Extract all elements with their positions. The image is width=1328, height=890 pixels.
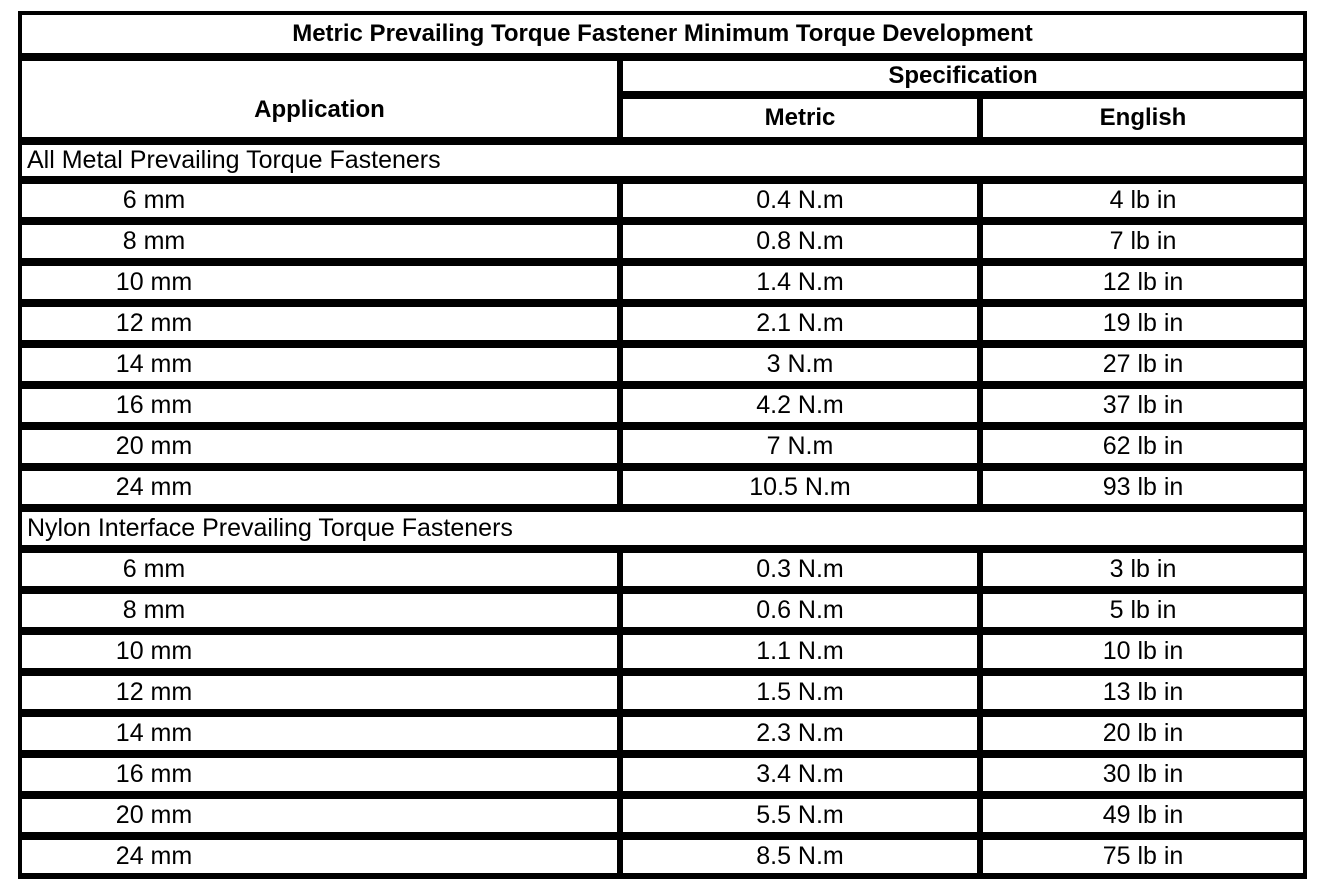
size-label: 12 mm xyxy=(115,309,193,337)
size-cell: 8 mm xyxy=(22,594,617,627)
size-label: 12 mm xyxy=(115,678,193,706)
size-cell: 20 mm xyxy=(22,799,617,832)
metric-value-cell: 1.1 N.m xyxy=(623,635,977,668)
column-header-metric: Metric xyxy=(623,99,977,137)
english-value-cell: 7 lb in xyxy=(983,225,1303,258)
metric-value-cell: 1.5 N.m xyxy=(623,676,977,709)
metric-value-cell: 7 N.m xyxy=(623,430,977,463)
size-cell: 14 mm xyxy=(22,717,617,750)
english-value-cell: 93 lb in xyxy=(983,471,1303,504)
metric-value-cell: 0.3 N.m xyxy=(623,553,977,586)
size-label: 10 mm xyxy=(115,268,193,296)
size-label: 14 mm xyxy=(115,350,193,378)
metric-value-cell: 0.6 N.m xyxy=(623,594,977,627)
english-value-cell: 19 lb in xyxy=(983,307,1303,340)
column-header-application: Application xyxy=(22,61,617,137)
english-value-cell: 4 lb in xyxy=(983,184,1303,217)
metric-value-cell: 3 N.m xyxy=(623,348,977,381)
size-label: 8 mm xyxy=(122,596,186,624)
size-cell: 6 mm xyxy=(22,553,617,586)
metric-value-cell: 2.3 N.m xyxy=(623,717,977,750)
size-label: 14 mm xyxy=(115,719,193,747)
size-cell: 6 mm xyxy=(22,184,617,217)
metric-value-cell: 2.1 N.m xyxy=(623,307,977,340)
english-value-cell: 75 lb in xyxy=(983,840,1303,873)
size-cell: 16 mm xyxy=(22,389,617,422)
size-cell: 10 mm xyxy=(22,635,617,668)
section-header-nylon-interface: Nylon Interface Prevailing Torque Fasten… xyxy=(22,512,1303,545)
size-label: 8 mm xyxy=(122,227,186,255)
english-value-cell: 62 lb in xyxy=(983,430,1303,463)
metric-value-cell: 10.5 N.m xyxy=(623,471,977,504)
english-value-cell: 12 lb in xyxy=(983,266,1303,299)
section-header-all-metal: All Metal Prevailing Torque Fasteners xyxy=(22,145,1303,176)
metric-value-cell: 5.5 N.m xyxy=(623,799,977,832)
english-value-cell: 37 lb in xyxy=(983,389,1303,422)
size-cell: 14 mm xyxy=(22,348,617,381)
metric-value-cell: 3.4 N.m xyxy=(623,758,977,791)
metric-value-cell: 8.5 N.m xyxy=(623,840,977,873)
english-value-cell: 20 lb in xyxy=(983,717,1303,750)
size-label: 24 mm xyxy=(115,473,193,501)
english-value-cell: 3 lb in xyxy=(983,553,1303,586)
english-value-cell: 49 lb in xyxy=(983,799,1303,832)
size-cell: 20 mm xyxy=(22,430,617,463)
english-value-cell: 13 lb in xyxy=(983,676,1303,709)
size-label: 20 mm xyxy=(115,801,193,829)
column-header-english: English xyxy=(983,99,1303,137)
table-title: Metric Prevailing Torque Fastener Minimu… xyxy=(22,15,1303,53)
size-label: 24 mm xyxy=(115,842,193,870)
size-cell: 8 mm xyxy=(22,225,617,258)
size-label: 20 mm xyxy=(115,432,193,460)
english-value-cell: 5 lb in xyxy=(983,594,1303,627)
size-cell: 24 mm xyxy=(22,471,617,504)
torque-table: Metric Prevailing Torque Fastener Minimu… xyxy=(18,11,1307,879)
english-value-cell: 10 lb in xyxy=(983,635,1303,668)
size-label: 16 mm xyxy=(115,760,193,788)
column-header-specification: Specification xyxy=(623,61,1303,91)
size-cell: 10 mm xyxy=(22,266,617,299)
size-label: 10 mm xyxy=(115,637,193,665)
metric-value-cell: 0.4 N.m xyxy=(623,184,977,217)
metric-value-cell: 1.4 N.m xyxy=(623,266,977,299)
size-cell: 16 mm xyxy=(22,758,617,791)
english-value-cell: 27 lb in xyxy=(983,348,1303,381)
size-label: 16 mm xyxy=(115,391,193,419)
metric-value-cell: 4.2 N.m xyxy=(623,389,977,422)
size-label: 6 mm xyxy=(122,186,186,214)
size-cell: 24 mm xyxy=(22,840,617,873)
metric-value-cell: 0.8 N.m xyxy=(623,225,977,258)
size-label: 6 mm xyxy=(122,555,186,583)
size-cell: 12 mm xyxy=(22,307,617,340)
size-cell: 12 mm xyxy=(22,676,617,709)
english-value-cell: 30 lb in xyxy=(983,758,1303,791)
